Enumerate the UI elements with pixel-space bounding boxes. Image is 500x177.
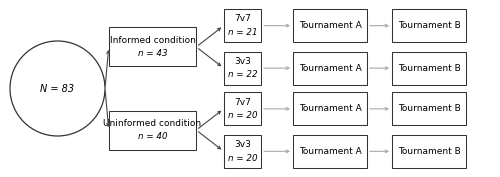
FancyBboxPatch shape bbox=[392, 135, 466, 168]
FancyBboxPatch shape bbox=[293, 52, 367, 85]
Text: Tournament A: Tournament A bbox=[298, 147, 362, 156]
Text: 7v7: 7v7 bbox=[234, 98, 251, 107]
FancyBboxPatch shape bbox=[224, 135, 261, 168]
FancyBboxPatch shape bbox=[293, 9, 367, 42]
Text: n = 22: n = 22 bbox=[228, 70, 258, 79]
Text: n = 20: n = 20 bbox=[228, 111, 258, 120]
FancyBboxPatch shape bbox=[392, 9, 466, 42]
Text: Tournament B: Tournament B bbox=[398, 21, 460, 30]
FancyBboxPatch shape bbox=[224, 9, 261, 42]
Text: n = 21: n = 21 bbox=[228, 28, 258, 37]
Text: Tournament A: Tournament A bbox=[298, 64, 362, 73]
FancyBboxPatch shape bbox=[109, 27, 196, 66]
Text: Uninformed condition: Uninformed condition bbox=[104, 119, 202, 128]
Text: 3v3: 3v3 bbox=[234, 57, 251, 66]
Text: n = 43: n = 43 bbox=[138, 49, 168, 58]
FancyBboxPatch shape bbox=[392, 92, 466, 125]
Text: Informed condition: Informed condition bbox=[110, 36, 196, 45]
FancyBboxPatch shape bbox=[224, 92, 261, 125]
FancyBboxPatch shape bbox=[392, 52, 466, 85]
FancyBboxPatch shape bbox=[293, 135, 367, 168]
FancyBboxPatch shape bbox=[224, 52, 261, 85]
FancyBboxPatch shape bbox=[293, 92, 367, 125]
Text: Tournament B: Tournament B bbox=[398, 64, 460, 73]
FancyBboxPatch shape bbox=[109, 111, 196, 150]
Text: Tournament A: Tournament A bbox=[298, 104, 362, 113]
Text: N = 83: N = 83 bbox=[40, 84, 74, 93]
Ellipse shape bbox=[10, 41, 105, 136]
Text: 3v3: 3v3 bbox=[234, 140, 251, 149]
Text: n = 40: n = 40 bbox=[138, 132, 168, 141]
Text: Tournament B: Tournament B bbox=[398, 104, 460, 113]
Text: n = 20: n = 20 bbox=[228, 154, 258, 162]
Text: 7v7: 7v7 bbox=[234, 15, 251, 23]
Text: Tournament A: Tournament A bbox=[298, 21, 362, 30]
Text: Tournament B: Tournament B bbox=[398, 147, 460, 156]
